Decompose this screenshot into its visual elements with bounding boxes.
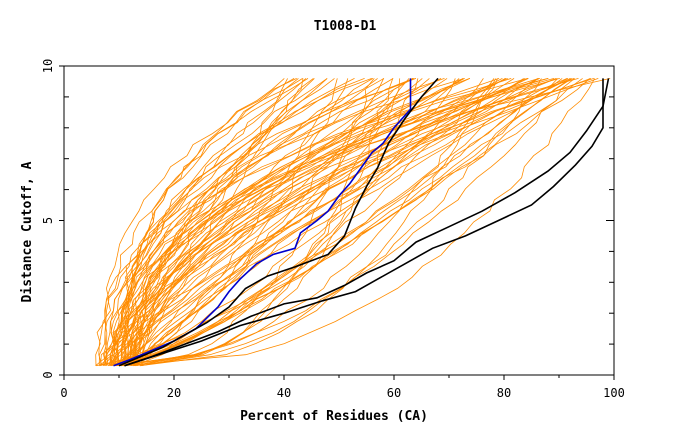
y-axis-label: Distance Cutoff, A [20, 161, 35, 302]
background-model-line [108, 78, 384, 367]
background-model-line [121, 78, 495, 367]
background-model-line [103, 78, 541, 366]
background-model-line [109, 78, 299, 366]
background-model-line [128, 78, 540, 366]
x-tick-label: 60 [387, 386, 401, 400]
background-model-line [126, 78, 549, 366]
background-model-line [114, 78, 611, 366]
x-axis-label: Percent of Residues (CA) [240, 409, 428, 424]
background-model-line [137, 78, 529, 366]
x-axis-ticks: 0 20 40 60 80 100 [60, 375, 625, 400]
x-tick-label: 40 [277, 386, 291, 400]
background-model-line [129, 78, 569, 366]
background-model-lines [95, 78, 611, 367]
background-model-line [120, 78, 583, 367]
highlighted-model-lines [113, 77, 610, 367]
background-model-line [116, 78, 497, 367]
x-tick-label: 0 [60, 386, 67, 400]
background-model-line [141, 78, 460, 366]
background-model-line [139, 78, 542, 367]
background-model-line [104, 78, 539, 367]
background-model-line [114, 78, 572, 367]
y-axis-ticks: 0 5 10 [41, 59, 614, 379]
background-model-line [121, 78, 374, 366]
background-model-line [126, 78, 590, 367]
y-tick-label: 10 [41, 59, 55, 73]
background-model-line [130, 78, 430, 366]
background-model-line [116, 78, 307, 366]
reference-model-line [124, 78, 604, 367]
x-tick-label: 80 [497, 386, 511, 400]
reference-model-line [124, 78, 610, 367]
background-model-line [118, 78, 571, 367]
y-tick-label: 0 [41, 371, 55, 378]
background-model-line [95, 78, 528, 366]
background-model-line [125, 78, 413, 366]
background-model-line [98, 78, 500, 366]
chart-title: T1008-D1 [314, 19, 377, 34]
background-model-line [117, 78, 575, 367]
background-model-line [108, 78, 365, 366]
x-tick-label: 20 [167, 386, 181, 400]
background-model-line [131, 78, 335, 366]
x-tick-label: 100 [603, 386, 625, 400]
background-model-line [115, 78, 416, 366]
background-model-line [120, 78, 512, 366]
background-model-line [111, 78, 484, 367]
background-model-line [133, 78, 573, 367]
background-model-line [134, 78, 503, 366]
background-model-line [121, 78, 285, 366]
background-model-line [110, 78, 349, 367]
background-model-line [108, 78, 508, 366]
background-model-line [104, 78, 592, 366]
background-model-line [123, 78, 596, 367]
background-model-line [140, 78, 498, 367]
background-model-line [104, 78, 297, 366]
background-model-line [125, 78, 595, 366]
reference-model-line [118, 77, 439, 367]
background-model-line [98, 78, 465, 366]
background-model-line [136, 78, 557, 366]
background-model-line [129, 78, 415, 366]
background-model-line [136, 78, 315, 366]
background-model-line [128, 78, 442, 366]
background-model-line [135, 78, 375, 367]
y-tick-label: 5 [41, 217, 55, 224]
background-model-line [115, 78, 410, 367]
background-model-line [136, 78, 470, 366]
background-model-line [102, 78, 524, 366]
